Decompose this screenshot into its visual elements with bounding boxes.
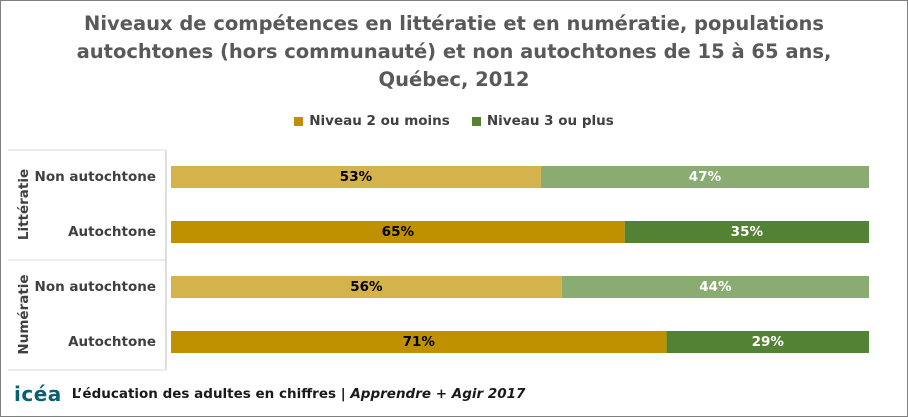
legend-swatch-niveau-3 [471,116,481,126]
bar-label-1-0-series-0: 56% [350,279,383,295]
chart-title-line-2: autochtones (hors communauté) et non aut… [76,40,832,63]
category-label-0-0: Non autochtone [35,169,156,185]
bar-label-0-0-series-1: 47% [689,169,722,185]
bar-1-1-series-1 [666,331,869,353]
bar-label-1-1-series-0: 71% [403,334,436,350]
legend-swatch-niveau-2 [294,116,304,126]
bar-1-0-series-0 [171,276,562,298]
legend-item-niveau-2: Niveau 2 ou moins [294,113,450,129]
footer: icéa L’éducation des adultes en chiffres… [14,382,525,406]
footer-text: L’éducation des adultes en chiffres | Ap… [72,386,526,402]
legend-item-niveau-3: Niveau 3 ou plus [471,113,614,129]
category-label-1-0: Non autochtone [35,279,156,295]
bar-label-1-1-series-1: 29% [752,334,785,350]
bar-1-1-series-0 [171,331,667,353]
category-label-1-1: Autochtone [68,334,156,350]
chart-title-line-3: Québec, 2012 [378,68,530,91]
footer-caption-italic: Apprendre + Agir 2017 [350,386,526,402]
legend-label-niveau-2: Niveau 2 ou moins [309,113,450,129]
bar-0-0-series-1 [540,166,869,188]
bar-label-0-1-series-0: 65% [382,224,415,240]
bar-label-0-1-series-1: 35% [731,224,764,240]
chart-legend: Niveau 2 ou moins Niveau 3 ou plus [0,113,908,129]
bar-0-0-series-0 [171,166,541,188]
group-label-1: Numératie [16,274,32,354]
bar-label-0-0-series-0: 53% [340,169,373,185]
bar-1-0-series-1 [561,276,869,298]
bar-0-1-series-1 [624,221,869,243]
chart-title: Niveaux de compétences en littératie et … [0,10,908,94]
bar-label-1-0-series-1: 44% [699,279,732,295]
bar-0-1-series-0 [171,221,625,243]
category-label-0-1: Autochtone [68,224,156,240]
chart-title-line-1: Niveaux de compétences en littératie et … [84,12,824,35]
footer-caption: L’éducation des adultes en chiffres | [71,386,351,402]
legend-label-niveau-3: Niveau 3 ou plus [486,113,614,129]
group-label-0: Littératie [16,169,32,240]
icea-logo: icéa [14,382,62,406]
